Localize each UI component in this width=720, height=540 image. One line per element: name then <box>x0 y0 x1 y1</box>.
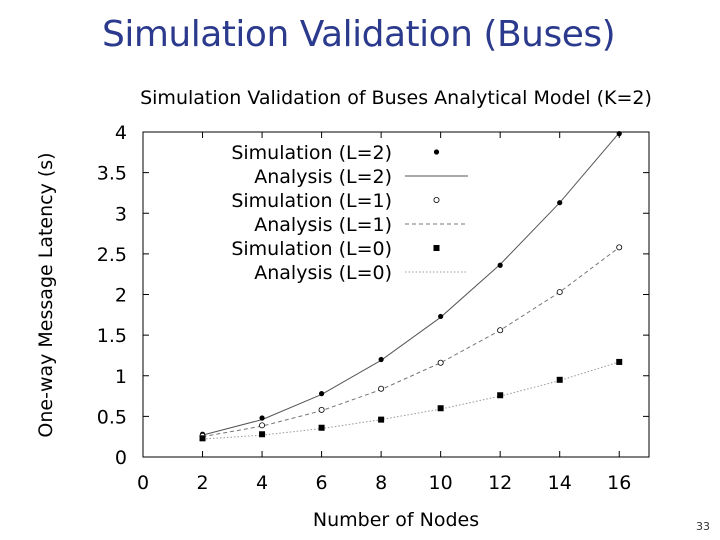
data-point-sim_l0 <box>259 431 266 438</box>
data-point-sim_l2 <box>318 391 325 397</box>
legend: Simulation (L=2)Analysis (L=2)Simulation… <box>231 142 468 284</box>
data-point-sim_l2 <box>438 313 444 320</box>
data-point-sim_l1 <box>616 244 623 251</box>
plot-area: 0 2 4 6 8 10 12 14 16 0 0.5 1 1.5 2 2.5 3 3.5 4 <box>97 122 650 494</box>
data-point-sim_l2 <box>616 131 622 137</box>
x-tick-label: 4 <box>256 472 268 494</box>
legend-marker-sim_l1 <box>433 196 440 203</box>
plot-frame <box>142 131 650 458</box>
x-tick-label: 2 <box>196 472 208 494</box>
data-point-sim_l0 <box>616 358 623 365</box>
data-point-sim_l0 <box>378 416 385 423</box>
legend-marker-sim_l0 <box>433 245 440 251</box>
legend-label-ana_l2: Analysis (L=2) <box>254 166 392 188</box>
data-point-sim_l0 <box>497 392 504 399</box>
series-points-sim_l0 <box>199 358 623 442</box>
legend-marker-sim_l2 <box>433 149 440 155</box>
x-tick-label: 0 <box>137 472 149 494</box>
y-tick-label: 0.5 <box>97 406 127 428</box>
x-axis-label: Number of Nodes <box>313 509 479 531</box>
x-tick-label: 10 <box>429 472 453 494</box>
y-axis-label: One-way Message Latency (s) <box>35 152 57 437</box>
x-tick-label: 6 <box>316 472 328 494</box>
data-point-sim_l1 <box>437 359 444 366</box>
data-point-sim_l2 <box>259 415 265 421</box>
data-point-sim_l2 <box>557 200 563 206</box>
slide-title: Simulation Validation (Buses) <box>102 14 616 55</box>
data-point-sim_l1 <box>378 385 385 392</box>
x-tick-label: 8 <box>375 472 387 494</box>
data-point-sim_l0 <box>556 376 563 383</box>
y-tick-label: 4 <box>115 122 127 144</box>
series-line-ana_l2 <box>202 132 620 436</box>
legend-label-sim_l2: Simulation (L=2) <box>231 142 392 164</box>
x-tick-label: 16 <box>607 472 631 494</box>
legend-label-ana_l0: Analysis (L=0) <box>254 262 392 284</box>
legend-label-sim_l0: Simulation (L=0) <box>231 238 392 260</box>
data-point-sim_l1 <box>556 289 563 296</box>
data-point-sim_l0 <box>318 424 325 431</box>
data-point-sim_l1 <box>318 406 325 413</box>
y-tick-label: 2 <box>115 285 127 307</box>
legend-label-ana_l1: Analysis (L=1) <box>254 214 392 236</box>
chart-title: Simulation Validation of Buses Analytica… <box>140 87 652 109</box>
y-tick-label: 3.5 <box>97 163 127 185</box>
series-line-ana_l1 <box>202 247 620 438</box>
y-tick-label: 0 <box>115 447 127 469</box>
y-tick-label: 2.5 <box>97 244 127 266</box>
data-point-sim_l2 <box>497 262 503 268</box>
page-number: 33 <box>696 520 710 533</box>
legend-label-sim_l1: Simulation (L=1) <box>231 190 392 212</box>
series-points-sim_l2 <box>199 131 622 437</box>
x-tick-label: 14 <box>548 472 572 494</box>
y-tick-label: 1 <box>115 366 127 388</box>
y-tick-label: 1.5 <box>97 325 127 347</box>
data-point-sim_l1 <box>497 327 504 334</box>
data-point-sim_l0 <box>437 405 444 412</box>
data-point-sim_l0 <box>199 435 206 442</box>
x-tick-label: 12 <box>488 472 512 494</box>
data-point-sim_l1 <box>259 422 266 429</box>
data-point-sim_l2 <box>378 356 384 363</box>
y-tick-label: 3 <box>115 203 127 225</box>
series-line-ana_l0 <box>202 361 620 440</box>
